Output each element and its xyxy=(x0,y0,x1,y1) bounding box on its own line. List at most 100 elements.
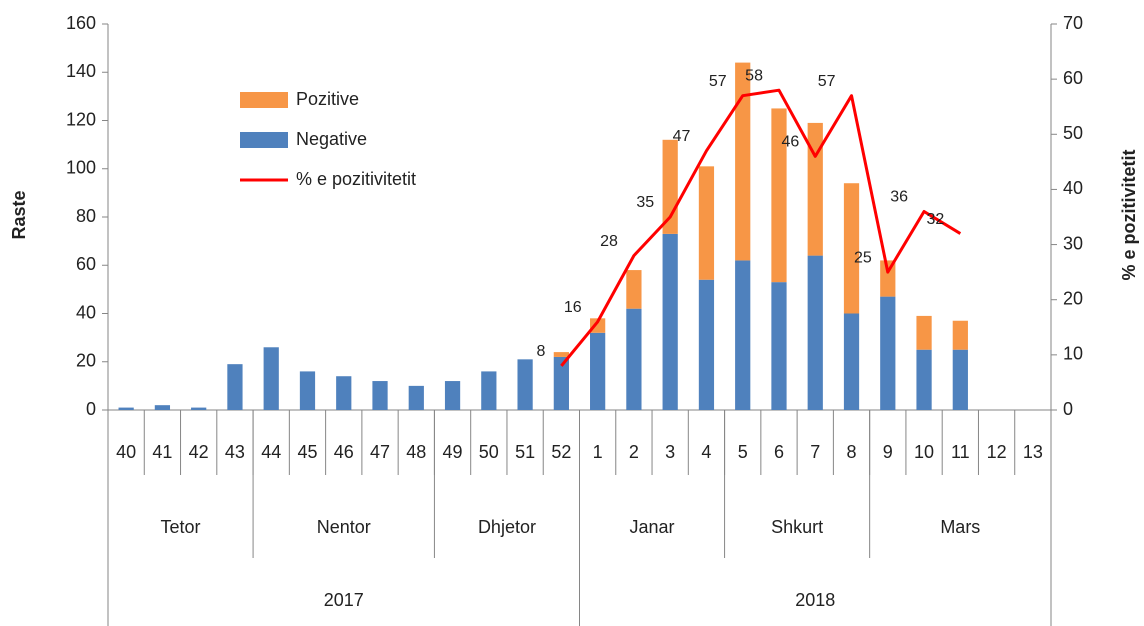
x-tick-label: 52 xyxy=(551,442,571,462)
bar xyxy=(916,349,932,410)
x-tick-label: 6 xyxy=(774,442,784,462)
bar xyxy=(916,315,932,350)
x-tick-label: 44 xyxy=(261,442,281,462)
data-label: 8 xyxy=(536,343,545,360)
bar xyxy=(626,270,642,309)
y-tick-label: 160 xyxy=(66,13,96,33)
bar xyxy=(227,364,243,410)
x-tick-label: 13 xyxy=(1023,442,1043,462)
bar xyxy=(191,407,207,410)
bar xyxy=(843,313,860,410)
y-tick-label: 140 xyxy=(66,61,96,81)
x-tick-label: 45 xyxy=(297,442,317,462)
y2-tick-label: 30 xyxy=(1063,233,1083,253)
y2-tick-label: 0 xyxy=(1063,399,1073,419)
month-label: Mars xyxy=(940,517,980,537)
bar xyxy=(118,407,134,410)
y2-axis-title: % e pozitivitetit xyxy=(1119,149,1139,280)
x-tick-label: 2 xyxy=(629,442,639,462)
data-label: 28 xyxy=(600,233,618,250)
bar xyxy=(880,296,896,410)
data-label: 57 xyxy=(818,73,836,90)
y2-tick-label: 60 xyxy=(1063,68,1083,88)
data-label: 35 xyxy=(636,194,654,211)
bar xyxy=(807,122,823,256)
legend-label: Negative xyxy=(296,129,367,149)
x-tick-label: 48 xyxy=(406,442,426,462)
bar xyxy=(880,260,896,297)
bar xyxy=(698,166,715,280)
year-label: 2017 xyxy=(324,590,364,610)
data-label: 46 xyxy=(781,134,799,151)
y-tick-label: 120 xyxy=(66,109,96,129)
bar xyxy=(372,381,388,410)
legend-swatch xyxy=(240,92,288,108)
bar xyxy=(481,371,497,410)
bar xyxy=(771,282,787,410)
legend-label: % e pozitivitetit xyxy=(296,169,416,189)
x-tick-label: 12 xyxy=(987,442,1007,462)
bar xyxy=(807,255,823,410)
y-axis-title: Raste xyxy=(9,190,29,239)
bar xyxy=(843,183,860,314)
x-tick-label: 8 xyxy=(847,442,857,462)
month-label: Tetor xyxy=(161,517,201,537)
x-tick-label: 4 xyxy=(701,442,711,462)
bar xyxy=(408,385,424,410)
bar xyxy=(590,332,606,410)
bar xyxy=(662,139,678,234)
data-label: 58 xyxy=(745,67,763,84)
y-tick-label: 20 xyxy=(76,351,96,371)
bar xyxy=(336,376,352,410)
legend-swatch xyxy=(240,132,288,148)
x-tick-label: 42 xyxy=(189,442,209,462)
bar xyxy=(517,359,533,410)
month-label: Janar xyxy=(630,517,675,537)
x-tick-label: 3 xyxy=(665,442,675,462)
x-tick-label: 9 xyxy=(883,442,893,462)
y2-tick-label: 10 xyxy=(1063,344,1083,364)
y2-tick-label: 50 xyxy=(1063,123,1083,143)
bar xyxy=(553,356,569,410)
month-label: Nentor xyxy=(317,517,371,537)
x-tick-label: 5 xyxy=(738,442,748,462)
x-tick-label: 49 xyxy=(443,442,463,462)
bar xyxy=(735,62,751,261)
x-tick-label: 43 xyxy=(225,442,245,462)
y-tick-label: 60 xyxy=(76,254,96,274)
year-label: 2018 xyxy=(795,590,835,610)
data-label: 25 xyxy=(854,249,872,266)
bar xyxy=(626,308,642,410)
y2-tick-label: 70 xyxy=(1063,13,1083,33)
data-label: 32 xyxy=(927,211,945,228)
x-tick-label: 50 xyxy=(479,442,499,462)
y-tick-label: 0 xyxy=(86,399,96,419)
month-label: Shkurt xyxy=(771,517,823,537)
y-tick-label: 40 xyxy=(76,302,96,322)
x-tick-label: 10 xyxy=(914,442,934,462)
y2-tick-label: 20 xyxy=(1063,288,1083,308)
x-tick-label: 47 xyxy=(370,442,390,462)
x-tick-label: 46 xyxy=(334,442,354,462)
bar xyxy=(698,279,715,410)
y-tick-label: 80 xyxy=(76,206,96,226)
x-tick-label: 40 xyxy=(116,442,136,462)
y2-tick-label: 40 xyxy=(1063,178,1083,198)
bar xyxy=(444,381,461,410)
bar xyxy=(263,347,279,410)
y-tick-label: 100 xyxy=(66,158,96,178)
month-label: Dhjetor xyxy=(478,517,536,537)
data-label: 36 xyxy=(890,189,908,206)
x-tick-label: 11 xyxy=(951,442,970,462)
bar xyxy=(662,233,678,410)
data-label: 16 xyxy=(564,299,582,316)
x-tick-label: 1 xyxy=(593,442,603,462)
x-tick-label: 51 xyxy=(515,442,535,462)
bar xyxy=(952,320,968,350)
bar xyxy=(952,349,968,410)
bar xyxy=(553,352,569,357)
bar xyxy=(299,371,316,410)
bar xyxy=(771,108,787,283)
x-tick-label: 41 xyxy=(152,442,172,462)
